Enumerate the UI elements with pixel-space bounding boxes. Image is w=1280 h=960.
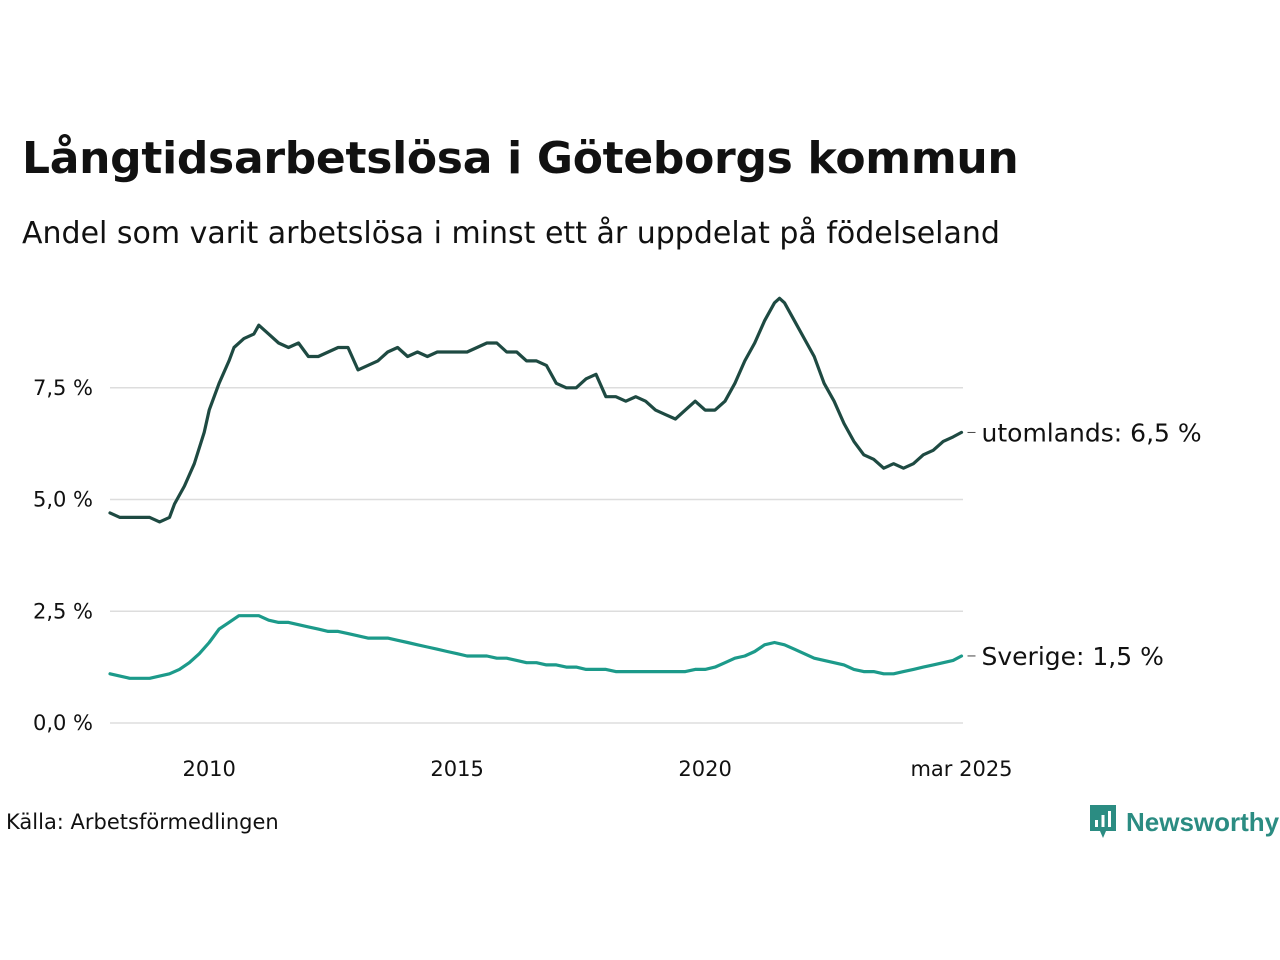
chart-title: Långtidsarbetslösa i Göteborgs kommun: [22, 133, 1019, 184]
x-tick-label: mar 2025: [910, 757, 1012, 781]
y-tick-label: 7,5 %: [33, 376, 93, 400]
y-tick-label: 2,5 %: [33, 599, 93, 623]
chart-subtitle: Andel som varit arbetslösa i minst ett å…: [22, 216, 1000, 251]
series-lines: [108, 296, 964, 680]
y-tick-label: 0,0 %: [33, 711, 93, 735]
series-end-label: utomlands: 6,5 %: [982, 418, 1202, 447]
series-line-utomlands: [108, 296, 964, 524]
x-axis: 2010 2015 2020 mar 2025: [182, 757, 1012, 781]
grid-lines: [110, 387, 963, 724]
y-axis: 0,0 % 2,5 % 5,0 % 7,5 %: [33, 376, 93, 735]
newsworthy-logo-icon: [1090, 805, 1116, 838]
x-tick-label: 2020: [678, 757, 731, 781]
series-end-label: Sverige: 1,5 %: [982, 642, 1164, 671]
series-line-sverige: [108, 614, 964, 680]
newsworthy-logo-text: Newsworthy: [1126, 806, 1280, 837]
series-end-labels: utomlands: 6,5 % Sverige: 1,5 %: [967, 418, 1202, 671]
source-note: Källa: Arbetsförmedlingen: [6, 810, 279, 834]
x-tick-label: 2015: [430, 757, 483, 781]
y-tick-label: 5,0 %: [33, 488, 93, 512]
newsworthy-logo: Newsworthy: [1088, 803, 1279, 841]
x-tick-label: 2010: [182, 757, 235, 781]
